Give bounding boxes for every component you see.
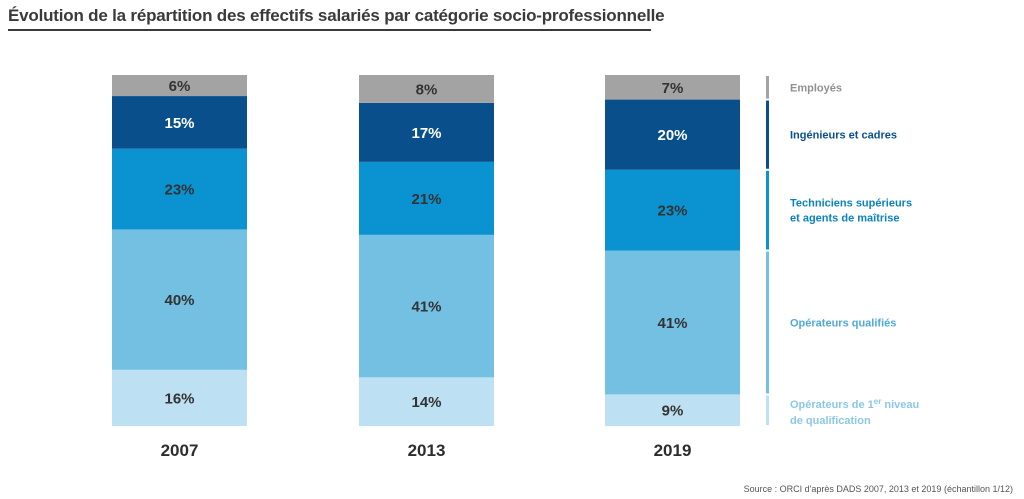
data-label-2019-2: 23% [657, 203, 687, 220]
legend-marker-1 [766, 100, 769, 169]
data-label-2007-2: 23% [164, 182, 194, 199]
data-label-2019-3: 20% [657, 127, 687, 144]
bar-segment-2019-3 [605, 99, 740, 170]
data-label-2007-4: 6% [169, 78, 191, 95]
bar-segment-2013-0 [359, 377, 494, 426]
bar-segment-2019-4 [605, 75, 740, 100]
bar-segment-2007-3 [112, 96, 247, 149]
bar-segment-2019-1 [605, 250, 740, 395]
legend-label-3: Opérateurs qualifiés [790, 317, 896, 329]
legend-label-4-line2: de qualification [790, 415, 871, 427]
data-label-2007-3: 15% [164, 115, 194, 132]
chart-title: Évolution de la répartition des effectif… [8, 6, 665, 25]
data-label-2013-4: 8% [416, 81, 438, 98]
data-label-2013-2: 21% [411, 191, 441, 208]
x-tick-label-2007: 2007 [161, 441, 199, 460]
bar-segment-2019-2 [605, 169, 740, 251]
data-label-2013-1: 41% [411, 299, 441, 316]
legend-label-4: Opérateurs de 1er niveau [790, 397, 919, 411]
bar-segment-2013-1 [359, 234, 494, 378]
bar-segment-2007-0 [112, 369, 247, 426]
legend-label-2: Techniciens supérieurs [790, 198, 912, 210]
legend-label-2-line2: et agents de maîtrise [790, 213, 899, 225]
legend-label-0: Employés [790, 82, 842, 94]
bar-segment-2013-3 [359, 102, 494, 162]
bar-segment-2007-1 [112, 229, 247, 370]
bar-segment-2019-0 [605, 394, 740, 426]
data-label-2007-0: 16% [164, 390, 194, 407]
legend-label-1: Ingénieurs et cadres [790, 130, 897, 142]
source-note: Source : ORCI d'après DADS 2007, 2013 et… [743, 484, 1013, 494]
legend-marker-2 [766, 170, 769, 250]
data-label-2007-1: 40% [164, 292, 194, 309]
legend-marker-0 [766, 76, 769, 99]
data-label-2013-3: 17% [411, 125, 441, 142]
title-underline [8, 29, 651, 31]
bar-segment-2007-4 [112, 75, 247, 97]
data-label-2013-0: 14% [411, 394, 441, 411]
data-label-2019-0: 9% [662, 403, 684, 420]
bar-segment-2013-2 [359, 161, 494, 235]
legend-marker-4 [766, 395, 769, 425]
legend-marker-3 [766, 251, 769, 394]
x-tick-label-2019: 2019 [654, 441, 692, 460]
bar-segment-2013-4 [359, 75, 494, 103]
data-label-2019-1: 41% [657, 315, 687, 332]
x-tick-label-2013: 2013 [408, 441, 446, 460]
data-label-2019-4: 7% [662, 80, 684, 97]
bar-segment-2007-2 [112, 148, 247, 230]
